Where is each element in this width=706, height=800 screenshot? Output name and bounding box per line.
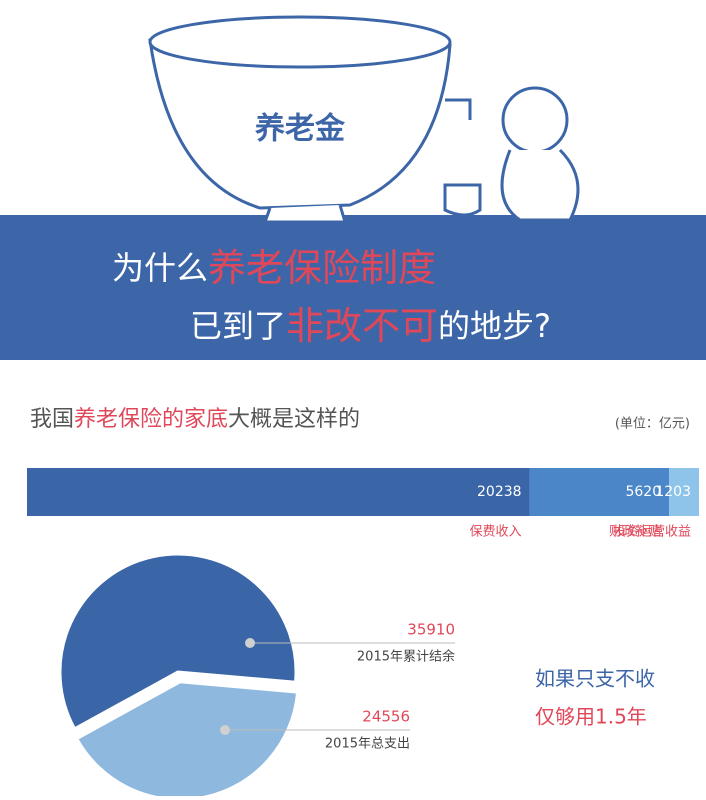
legend-label: 保费收入: [470, 525, 522, 540]
page: 养老金 为什么养老保险制度 已到了非改不可的地步? 我国养老保险的家底大概是这样…: [0, 0, 706, 800]
value-label: 20238: [477, 484, 522, 500]
legend-label: 投资运营收益: [613, 524, 691, 540]
subtitle-part: 我国: [30, 407, 74, 432]
bar-segment: [27, 468, 530, 516]
unit: (单位：亿元): [615, 417, 690, 432]
bowl-label: 养老金: [255, 112, 346, 147]
infographic: 养老金 为什么养老保险制度 已到了非改不可的地步? 我国养老保险的家底大概是这样…: [0, 0, 706, 796]
value-label: 35910: [407, 621, 455, 639]
category-label: 2015年总支出: [325, 737, 410, 752]
leader-dot: [220, 725, 230, 735]
title-highlight: 养老保险制度: [208, 246, 436, 290]
subtitle: 我国养老保险的家底大概是这样的: [30, 407, 360, 432]
title-part: 为什么: [112, 249, 208, 287]
value-label: 1203: [655, 484, 691, 500]
title: 为什么养老保险制度: [112, 246, 436, 290]
title-highlight: 非改不可: [286, 304, 438, 348]
note: 如果只支不收: [535, 667, 655, 691]
note: 仅够用1.5年: [535, 705, 647, 729]
subtitle-part: 大概是这样的: [228, 407, 360, 432]
bowl-illustration: [150, 17, 578, 222]
subtitle-highlight: 养老保险的家底: [74, 407, 228, 432]
title-part: 的地步?: [438, 307, 551, 345]
title: 已到了非改不可的地步?: [190, 304, 551, 348]
leader-dot: [245, 638, 255, 648]
title-part: 已到了: [190, 307, 286, 345]
value-label: 24556: [362, 708, 410, 726]
category-label: 2015年累计结余: [357, 649, 455, 665]
